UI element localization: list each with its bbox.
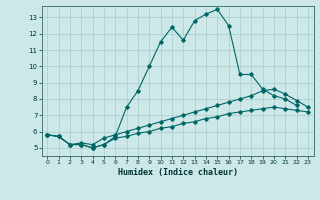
X-axis label: Humidex (Indice chaleur): Humidex (Indice chaleur)	[118, 168, 237, 177]
